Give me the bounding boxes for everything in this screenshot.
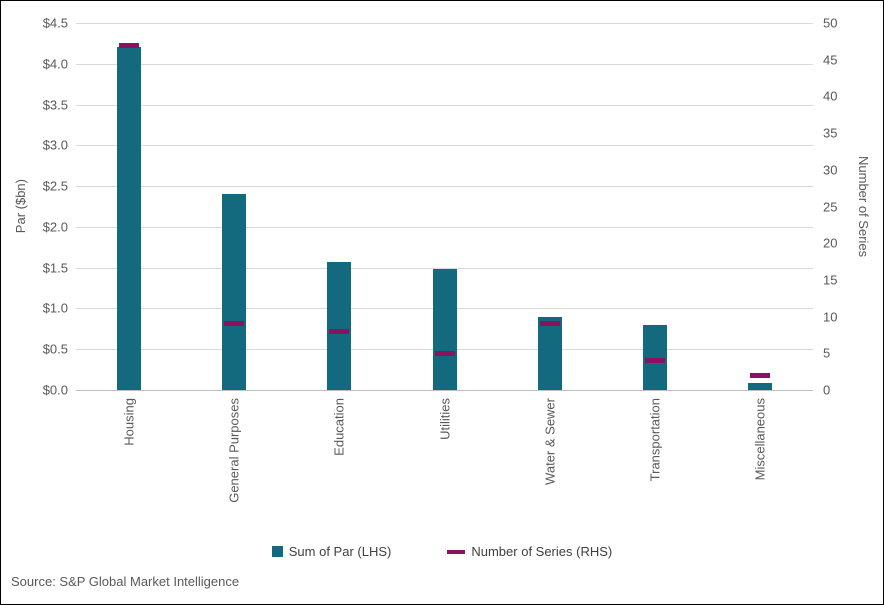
category-label: General Purposes [226, 398, 241, 508]
category-label-text: Utilities [437, 398, 452, 440]
par-legend-swatch-icon [271, 546, 283, 557]
y-tick-label-right: 40 [823, 88, 838, 104]
category-label-text: Transportation [647, 398, 663, 482]
bar [327, 261, 352, 390]
y-tick-label-left: $3.0 [42, 137, 68, 153]
y-tick-label-left: $4.0 [42, 56, 68, 72]
y-tick-label-right: 0 [823, 382, 831, 398]
y-tick-label-right: 50 [823, 15, 838, 31]
gridline [76, 63, 813, 65]
category-label-text: Education [331, 398, 347, 456]
y-tick-label-left: $1.5 [42, 260, 68, 276]
category-label: Miscellaneous [753, 398, 768, 485]
category-label-text: General Purposes [226, 398, 242, 503]
legend-item-par: Sum of Par (LHS) [271, 544, 392, 559]
series-marker [329, 328, 350, 334]
series-marker [750, 372, 771, 378]
category-label-text: Miscellaneous [752, 398, 768, 481]
category-label-text: Housing [121, 398, 137, 446]
series-marker [118, 42, 139, 48]
series-marker [645, 358, 666, 364]
y-tick-label-left: $2.5 [42, 178, 68, 194]
source-note: Source: S&P Global Market Intelligence [11, 574, 240, 589]
y-tick-label-right: 25 [823, 199, 838, 214]
legend-item-series: Number of Series (RHS) [447, 544, 612, 559]
y-tick-label-right: 45 [823, 52, 838, 68]
y-tick-label-left: $3.5 [42, 97, 68, 113]
category-label: Utilities [437, 398, 452, 445]
y-tick-label-right: 5 [823, 345, 831, 361]
gridline [76, 226, 813, 228]
y-tick-label-right: 15 [823, 272, 838, 288]
series-legend-swatch-icon [447, 549, 466, 554]
y-tick-label-left: $0.0 [42, 382, 68, 398]
bar [643, 324, 668, 390]
legend-label-par: Sum of Par (LHS) [288, 544, 392, 559]
gridline [76, 186, 813, 188]
x-axis-line [76, 390, 813, 391]
series-marker [539, 321, 560, 327]
left-axis-title: Par ($bn) [13, 23, 28, 390]
category-label: Housing [121, 398, 136, 451]
series-marker [223, 321, 244, 327]
bar [537, 316, 562, 390]
y-tick-label-right: 35 [823, 125, 838, 141]
y-tick-label-right: 10 [823, 309, 838, 325]
series-marker [434, 350, 455, 356]
bar [748, 383, 773, 390]
y-tick-label-right: 20 [823, 235, 838, 251]
legend-label-series: Number of Series (RHS) [471, 544, 613, 559]
gridline [76, 267, 813, 269]
y-tick-label-left: $4.5 [42, 15, 68, 31]
y-tick-label-right: 30 [823, 162, 838, 178]
bar [432, 269, 457, 390]
y-tick-label-left: $0.5 [42, 341, 68, 357]
left-axis-title-text: Par ($bn) [13, 179, 28, 234]
bar [116, 47, 141, 390]
gridline [76, 145, 813, 147]
right-axis-title-text: Number of Series [856, 155, 871, 258]
legend: Sum of Par (LHS) Number of Series (RHS) [1, 544, 883, 559]
right-axis-title: Number of Series [856, 23, 871, 390]
category-label: Transportation [648, 398, 663, 486]
y-tick-label-left: $1.0 [42, 300, 68, 316]
bar [221, 194, 246, 390]
category-label: Water & Sewer [542, 398, 557, 490]
gridline [76, 23, 813, 24]
category-label-text: Water & Sewer [542, 398, 558, 485]
category-label: Education [332, 398, 347, 461]
gridline [76, 104, 813, 106]
y-tick-label-left: $2.0 [42, 219, 68, 235]
